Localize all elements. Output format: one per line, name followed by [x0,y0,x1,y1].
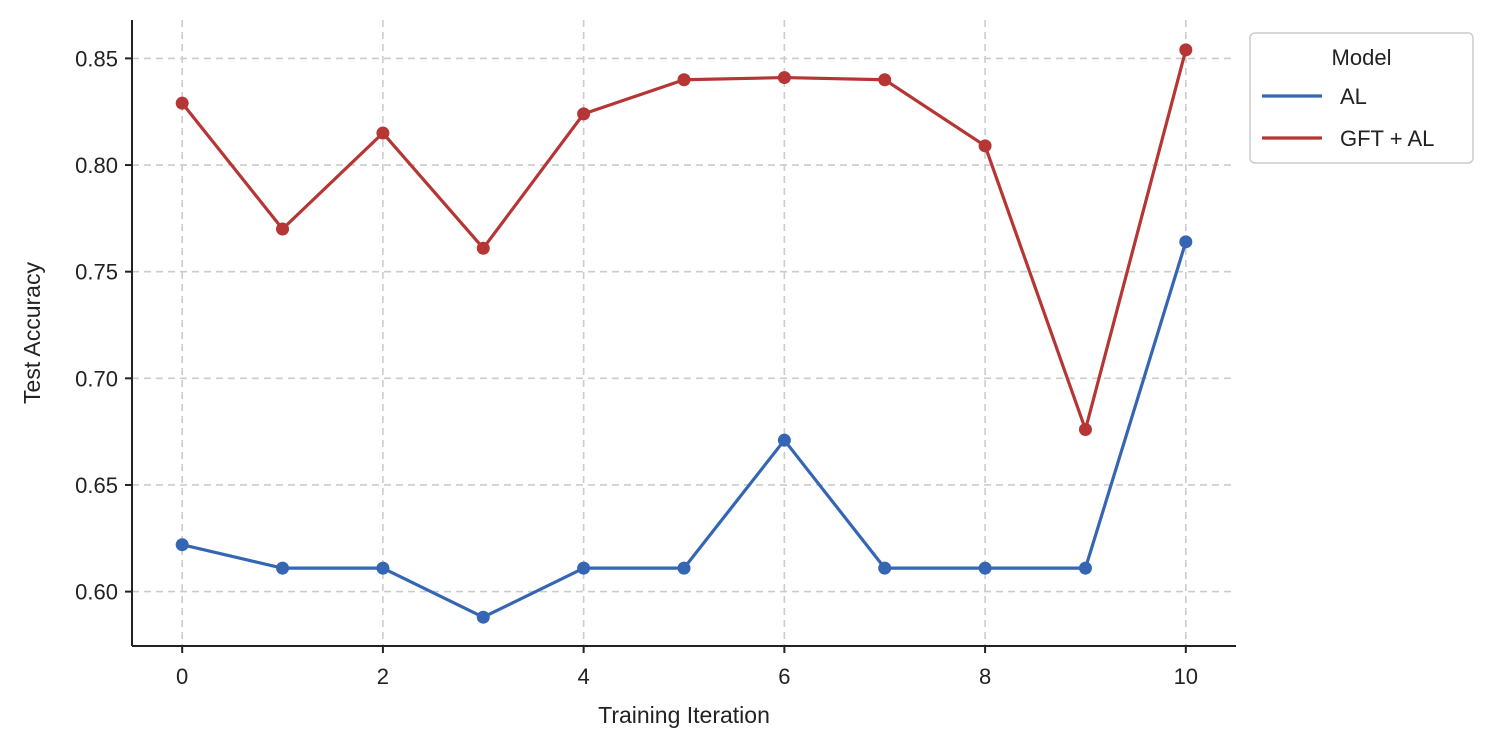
data-point [376,561,390,575]
data-point [577,107,591,121]
data-point [1179,235,1193,249]
y-tick-label: 0.60 [75,580,118,605]
x-tick-label: 6 [778,664,790,689]
legend-box [1249,32,1474,164]
y-tick-label: 0.75 [75,260,118,285]
legend: Model AL GFT + AL [1249,32,1474,164]
data-point [878,73,892,87]
y-tick-label: 0.70 [75,366,118,391]
x-tick-label: 10 [1174,664,1198,689]
grid [132,20,1236,646]
data-point [878,561,892,575]
data-point [1179,43,1193,57]
data-point [1078,561,1092,575]
data-point [777,433,791,447]
x-tick-label: 2 [377,664,389,689]
y-tick-label: 0.85 [75,46,118,71]
data-point [476,241,490,255]
x-tick-label: 0 [176,664,188,689]
legend-entries: AL GFT + AL [1262,84,1434,151]
y-tick-label: 0.65 [75,473,118,498]
legend-label: AL [1340,84,1367,109]
legend-entry: GFT + AL [1262,126,1434,151]
data-point [276,561,290,575]
data-point [777,71,791,85]
legend-title: Model [1332,45,1392,70]
x-axis-title: Training Iteration [598,702,770,728]
series-line [180,49,1188,432]
legend-label: GFT + AL [1340,126,1434,151]
axes [131,20,1236,647]
data-point [577,561,591,575]
series-al [175,235,1193,624]
data-point [677,73,691,87]
data-point [1078,423,1092,437]
x-tick-label: 8 [979,664,991,689]
ticks: 0 2 4 6 8 10 0.60 0.65 0.70 0.75 0.80 0.85 [75,46,1198,689]
series-line [181,241,1188,619]
data-point [476,610,490,624]
data-point [175,538,189,552]
data-point [978,561,992,575]
data-point [276,222,290,236]
data-point [978,139,992,153]
series [175,43,1193,624]
data-point [175,96,189,110]
series-gft-al [175,43,1193,437]
data-point [376,126,390,140]
x-tick-label: 4 [578,664,590,689]
legend-entry: AL [1262,84,1367,109]
data-point [677,561,691,575]
y-tick-label: 0.80 [75,153,118,178]
y-axis-title: Test Accuracy [19,262,45,404]
